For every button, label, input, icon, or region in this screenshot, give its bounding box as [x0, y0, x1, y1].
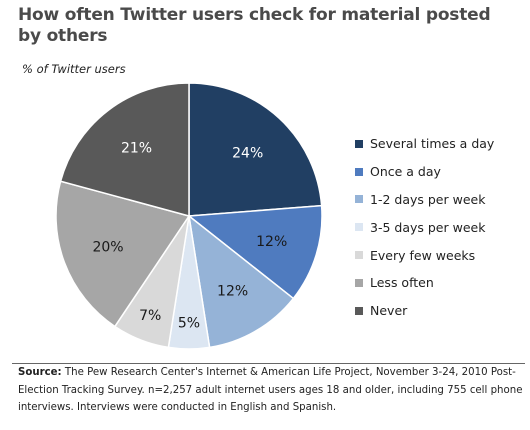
legend: Several times a day Once a day 1-2 days pe… — [355, 130, 494, 325]
legend-swatch — [355, 223, 363, 232]
pie-slice-1-2-days-per-week — [187, 214, 295, 349]
slice-value-label: 20% — [92, 239, 123, 255]
pie-chart: 24% 12% 12% 5% 7% 20% 21% — [55, 82, 323, 350]
pie-slice-once-a-day — [187, 204, 323, 300]
slice-value-label: 12% — [256, 234, 287, 250]
chart-title: How often Twitter users check for materi… — [18, 5, 491, 46]
source-note: Source: The Pew Research Center's Intern… — [18, 364, 526, 417]
legend-label: Once a day — [370, 164, 441, 180]
slice-value-label: 12% — [217, 284, 248, 300]
pie-slice-never — [59, 82, 190, 217]
legend-item: Once a day — [355, 158, 494, 186]
divider — [12, 363, 525, 364]
pie-slice-several-times-a-day — [188, 82, 323, 217]
legend-item: 3-5 days per week — [355, 213, 494, 241]
legend-label: Several times a day — [370, 136, 495, 152]
pie-slice-less-often — [55, 180, 191, 328]
legend-item: Less often — [355, 269, 494, 297]
legend-label: Never — [370, 303, 408, 319]
source-label: Source: — [18, 367, 62, 378]
slice-value-label: 21% — [121, 140, 152, 156]
slice-value-label: 24% — [232, 146, 263, 162]
legend-label: Every few weeks — [370, 247, 476, 263]
slice-value-label: 5% — [178, 315, 200, 331]
legend-swatch — [355, 195, 363, 204]
slice-value-label: 7% — [139, 308, 161, 324]
legend-label: 1-2 days per week — [370, 191, 486, 207]
source-text: The Pew Research Center's Internet & Ame… — [18, 367, 523, 413]
legend-swatch — [355, 306, 363, 315]
legend-item: Never — [355, 297, 494, 325]
legend-swatch — [355, 167, 363, 176]
legend-item: Several times a day — [355, 130, 494, 158]
chart-subtitle: % of Twitter users — [22, 62, 126, 76]
legend-swatch — [355, 278, 363, 287]
legend-swatch — [355, 251, 363, 260]
legend-item: Every few weeks — [355, 241, 494, 269]
legend-label: Less often — [370, 275, 434, 291]
legend-item: 1-2 days per week — [355, 186, 494, 214]
legend-label: 3-5 days per week — [370, 219, 486, 235]
legend-swatch — [355, 139, 363, 148]
